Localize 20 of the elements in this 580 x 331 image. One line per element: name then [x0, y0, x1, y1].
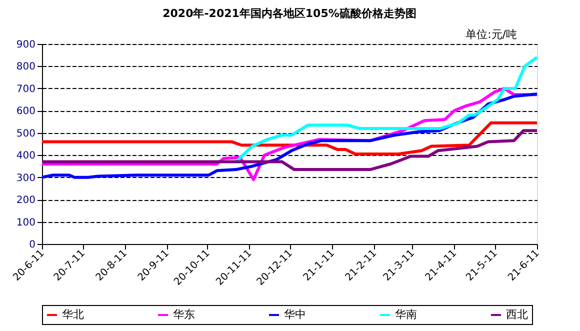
y-tick-label: 900 [16, 40, 36, 50]
chart-title: 2020年-2021年国内各地区105%硫酸价格走势图 [162, 7, 416, 20]
y-tick-label: 500 [16, 128, 36, 140]
legend-label: 华南 [395, 308, 417, 321]
line-series [40, 121, 538, 156]
line-series [40, 129, 538, 172]
y-tick-label: 100 [16, 217, 36, 228]
y-tick-label: 300 [16, 172, 36, 184]
y-tick-label: 0 [29, 240, 36, 250]
y-tick-label: 600 [16, 106, 36, 118]
legend-label: 华北 [62, 308, 84, 321]
legend-label: 华东 [173, 308, 195, 321]
y-tick-label: 200 [16, 195, 36, 206]
line-series [234, 56, 538, 164]
y-tick-label: 700 [16, 84, 36, 95]
text: 单位:元/吨 [466, 28, 517, 41]
legend-label: 西北 [506, 308, 528, 321]
y-tick-label: 400 [16, 150, 36, 162]
legend-label: 华中 [284, 308, 306, 321]
y-tick-label: 800 [16, 62, 36, 73]
